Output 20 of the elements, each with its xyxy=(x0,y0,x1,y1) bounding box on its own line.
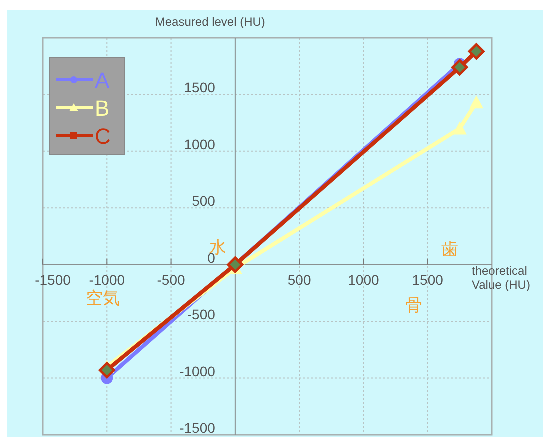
legend-label: C xyxy=(95,124,111,149)
x-tick-label: 1000 xyxy=(348,272,380,288)
x-axis-title: theoretical Value (HU) xyxy=(472,264,530,292)
x-tick-label: -1000 xyxy=(89,272,126,288)
legend-label: A xyxy=(95,68,110,93)
y-tick-label: 1500 xyxy=(184,80,216,96)
y-axis-title: Measured level (HU) xyxy=(155,15,266,29)
y-tick-label: -500 xyxy=(187,306,216,323)
y-tick-label: 1000 xyxy=(184,136,216,152)
x-tick-label: -500 xyxy=(157,272,186,288)
x-tick-label: 1500 xyxy=(412,272,444,288)
y-tick-label: 500 xyxy=(192,193,216,210)
y-tick-label: -1000 xyxy=(180,363,216,380)
x-tick-label: -1500 xyxy=(35,272,72,288)
annotation: 骨 xyxy=(406,296,422,315)
x-tick-label: 500 xyxy=(288,272,312,288)
annotation: 歯 xyxy=(442,240,458,259)
legend-label: B xyxy=(95,96,110,121)
y-tick-label: -1500 xyxy=(180,420,216,436)
annotation: 空気 xyxy=(86,289,120,308)
